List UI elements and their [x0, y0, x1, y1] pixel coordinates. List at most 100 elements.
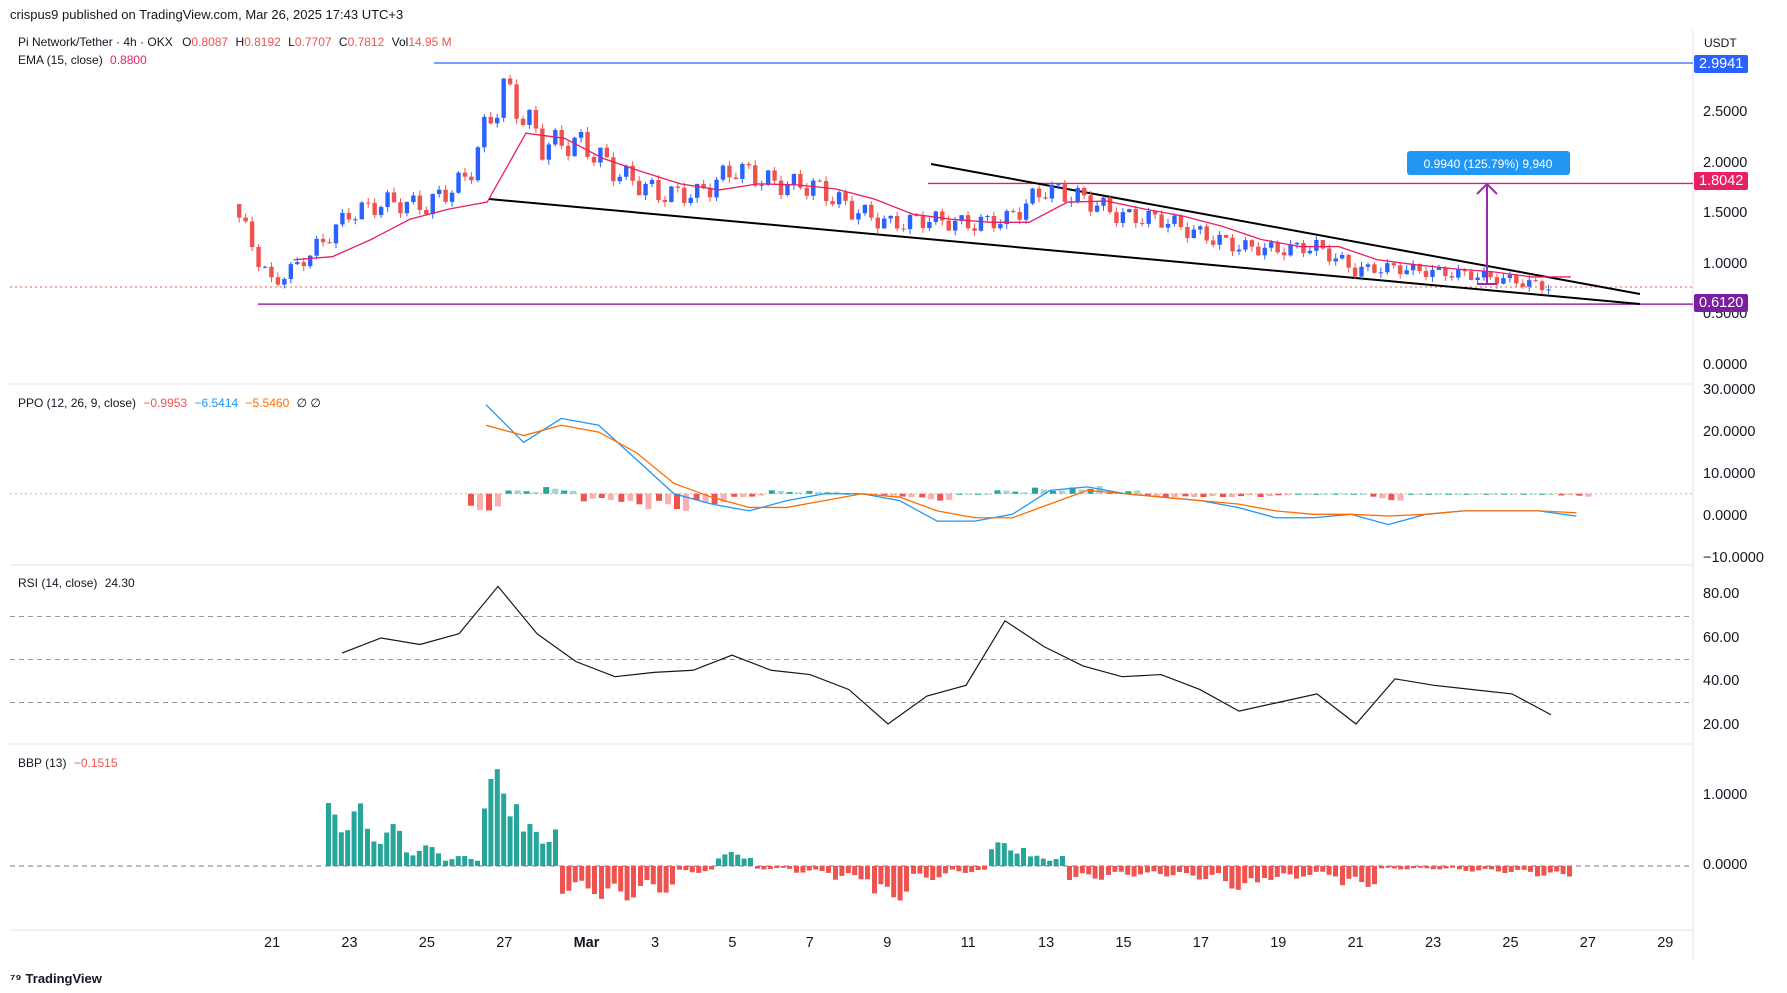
candle-body [501, 78, 506, 118]
bbp-bar [462, 855, 468, 866]
candle-body [1036, 188, 1042, 198]
ppo-histogram-bar [1200, 493, 1207, 498]
ppo-histogram-bar [702, 493, 709, 503]
bbp-bar [1184, 866, 1189, 874]
ppo-line [485, 404, 1577, 526]
ohlc-open: 0.8087 [191, 35, 229, 49]
candle-body [495, 117, 500, 124]
candle-body [346, 212, 352, 220]
ppo-histogram-bar [740, 493, 747, 498]
ema-label[interactable]: EMA (15, close) [18, 53, 103, 67]
ppo-line-value: −6.5414 [194, 396, 239, 410]
ppo-axis-tick: 0.0000 [1703, 508, 1748, 524]
candle-body [1288, 244, 1293, 256]
bbp-bar [1450, 866, 1455, 868]
bbp-bar [1443, 866, 1449, 869]
bbp-bar [390, 824, 396, 866]
bbp-label[interactable]: BBP (13) [18, 756, 67, 770]
ppo-histogram-bar [974, 493, 981, 495]
candle-body [398, 202, 403, 214]
ppo-histogram-bar [1492, 493, 1499, 495]
candle-body [1094, 205, 1100, 212]
bbp-bar [326, 803, 331, 866]
time-axis-tick: 25 [418, 935, 435, 951]
bbp-bar [410, 855, 416, 866]
ppo-histogram-bar [1463, 493, 1470, 495]
ppo-histogram-bar [1313, 493, 1320, 495]
candle-body [920, 216, 926, 229]
bbp-bar [911, 866, 916, 874]
price-axis-tick: 2.0000 [1703, 154, 1748, 171]
ppo-histogram-bar [806, 490, 813, 494]
rsi-label[interactable]: RSI (14, close) [18, 576, 98, 590]
candle-body [404, 201, 410, 214]
ppo-histogram-bar [1041, 489, 1047, 494]
bbp-bar [1547, 866, 1553, 873]
bbp-bar [962, 866, 968, 873]
time-axis-tick: 25 [1502, 935, 1519, 951]
bbp-bar [404, 852, 409, 866]
candle-body [1178, 215, 1184, 227]
ppo-histogram-bar [919, 493, 926, 498]
candle-body [1043, 197, 1048, 199]
bbp-bar [507, 816, 513, 866]
ppo-histogram-bar [1408, 493, 1414, 495]
candle-body [707, 188, 713, 198]
candle-body [727, 165, 732, 178]
ppo-histogram-bar [552, 488, 559, 494]
candle-body [811, 180, 816, 196]
bbp-bar [1073, 866, 1079, 877]
bbp-bar [1515, 866, 1521, 870]
ppo-histogram-bar [1304, 493, 1311, 495]
bbp-bar [1138, 866, 1143, 875]
bbp-bar [1014, 853, 1020, 866]
ohlc-close-label: C [338, 35, 348, 49]
ema-line [293, 132, 1571, 278]
bbp-bar [1223, 866, 1228, 882]
bbp-bar [1229, 866, 1235, 889]
candle-body [1462, 269, 1467, 272]
candle-body [482, 116, 487, 148]
time-axis-tick: 27 [1579, 935, 1596, 951]
ppo-histogram-bar [477, 493, 483, 511]
candle-body [643, 183, 648, 196]
bbp-bar [969, 866, 975, 873]
ohlc-high-label: H [235, 35, 245, 49]
bbp-bar [1496, 866, 1501, 872]
chart-structure [10, 30, 1694, 960]
ppo-histogram-bar [815, 491, 822, 494]
bbp-bar [709, 866, 714, 870]
bbp-bar [338, 832, 344, 866]
ppo-histogram-bar [1275, 493, 1282, 496]
bbp-bar [1346, 866, 1352, 879]
candle-body [1436, 267, 1442, 270]
bbp-bar [592, 866, 597, 894]
candle-body [701, 183, 706, 189]
candle-body [385, 192, 390, 207]
candle-body [823, 181, 829, 202]
bbp-bar [436, 853, 441, 866]
candle-body [946, 220, 951, 231]
ppo-label[interactable]: PPO (12, 26, 9, close) [18, 396, 137, 410]
measure-label: 0.9940 (125.79%) 9,940 [1424, 157, 1553, 171]
candle-body [998, 224, 1003, 229]
ppo-axis-tick: 20.0000 [1703, 424, 1756, 440]
candle-body [1210, 240, 1216, 245]
ppo-histogram-bar [674, 493, 680, 510]
candle-body [1520, 283, 1525, 287]
ppo-histogram-bar [908, 493, 915, 498]
candle-body [314, 238, 319, 256]
ppo-histogram-bar [777, 490, 784, 494]
candle-body [320, 238, 326, 243]
bbp-bar [384, 832, 390, 866]
ppo-histogram-bar [505, 490, 512, 494]
ppo-histogram-bar [1144, 493, 1151, 496]
symbol-title[interactable]: Pi Network/Tether · 4h · OKX [18, 35, 173, 49]
time-axis-tick: 23 [1425, 935, 1442, 951]
candle-body [578, 132, 584, 138]
candle-body [340, 212, 345, 225]
candle-body [862, 204, 868, 214]
bbp-bar [819, 866, 825, 872]
candle-body [1075, 187, 1080, 202]
